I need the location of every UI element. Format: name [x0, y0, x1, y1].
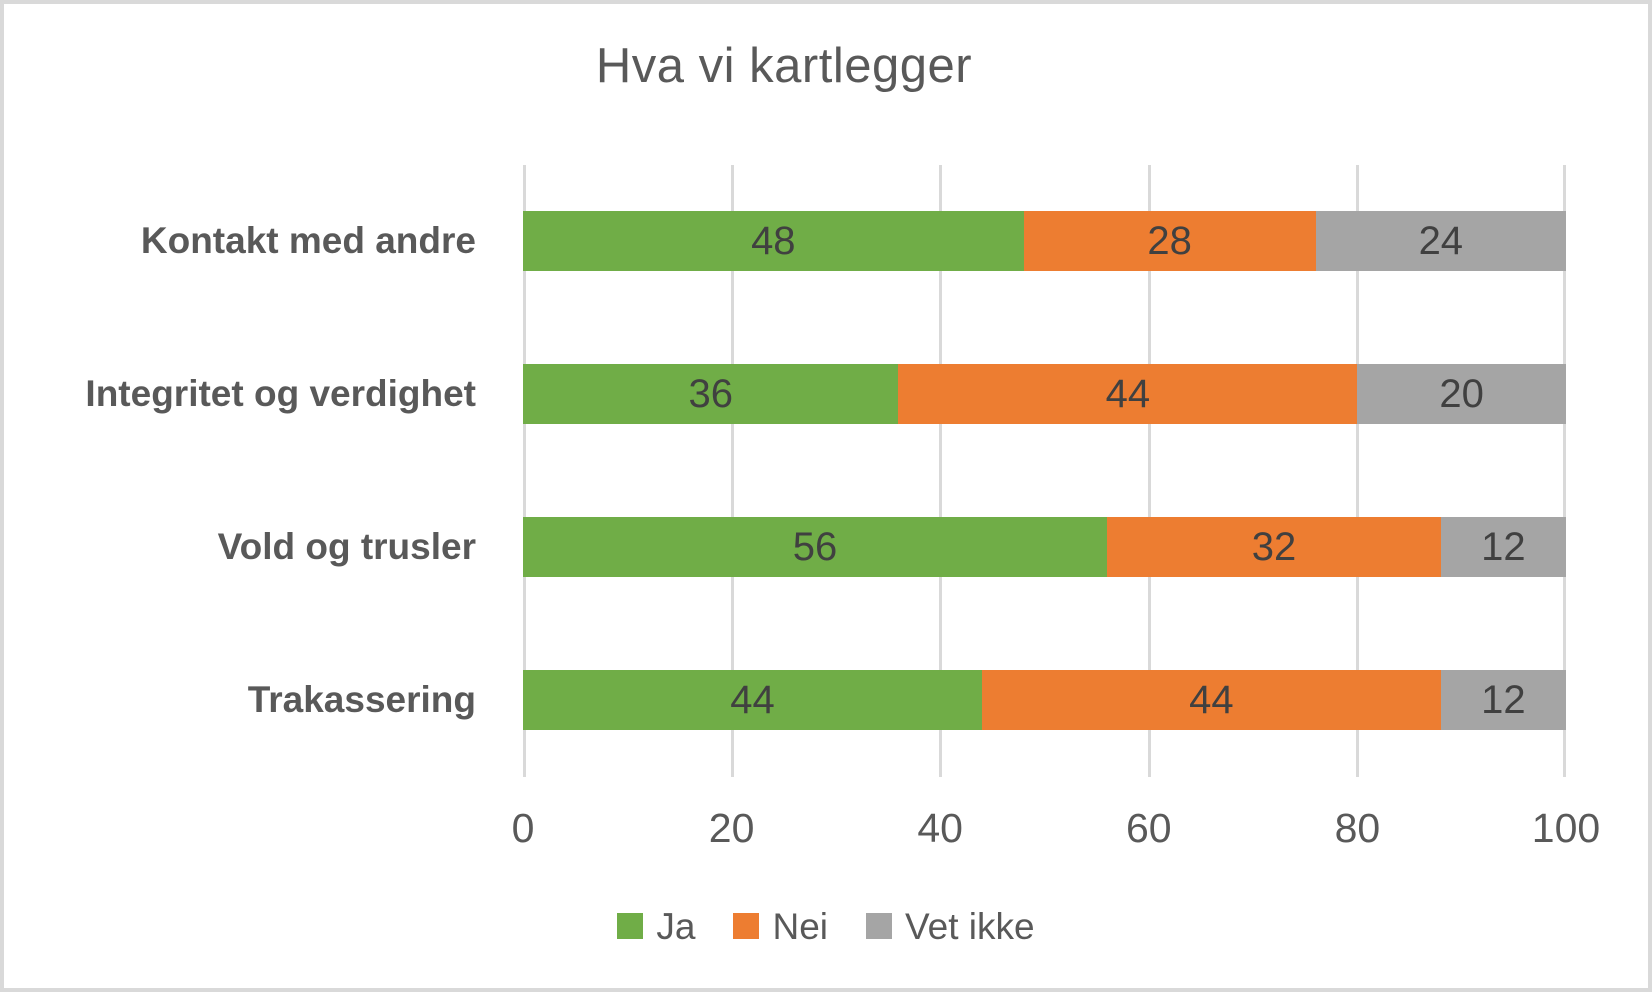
legend-item-ja: Ja	[617, 908, 695, 945]
legend-item-nei: Nei	[733, 908, 828, 945]
bar-segment-vet-ikke: 24	[1315, 211, 1566, 271]
legend-label: Nei	[772, 905, 829, 947]
bar-value-label: 20	[1439, 372, 1484, 416]
bar-segment-nei: 32	[1107, 517, 1441, 577]
bar-segment-vet-ikke: 12	[1440, 670, 1566, 730]
bar-segment-vet-ikke: 20	[1357, 364, 1566, 424]
bar-value-label: 56	[792, 525, 838, 569]
bar-segment-ja: 36	[523, 364, 899, 424]
x-tick-label: 80	[1334, 805, 1381, 851]
bar-row: 36 44 20	[523, 364, 1566, 424]
bar-segment-ja: 56	[523, 517, 1108, 577]
bar-row: 48 28 24	[523, 211, 1566, 271]
category-label: Trakassering	[247, 679, 476, 720]
x-tick-label: 60	[1125, 805, 1172, 851]
category-label: Vold og trusler	[217, 526, 476, 567]
bar-value-label: 32	[1251, 525, 1297, 569]
gridline	[1563, 165, 1566, 777]
legend-swatch-ja	[617, 913, 644, 939]
x-tick-label: 40	[917, 805, 963, 851]
legend-item-vet-ikke: Vet ikke	[866, 908, 1035, 945]
x-tick-label: 0	[511, 805, 535, 851]
chart-title: Hva vi kartlegger	[595, 39, 973, 93]
bar-value-label: 44	[1105, 372, 1151, 416]
bar-segment-ja: 48	[523, 211, 1024, 271]
legend-swatch-nei	[733, 913, 760, 939]
x-tick-label: 100	[1531, 805, 1601, 851]
legend-label: Ja	[656, 905, 696, 947]
x-axis: 0 20 40 60 80 100	[512, 805, 1601, 860]
bar-segment-nei: 44	[898, 364, 1358, 424]
bar-value-label: 36	[688, 372, 733, 416]
plot-area: 48 28 24 36 44 20 56	[523, 165, 1566, 777]
bar-value-label: 44	[730, 678, 775, 722]
bar-segment-nei: 28	[1023, 211, 1316, 271]
gridline	[730, 165, 734, 777]
gridline	[523, 165, 526, 777]
bar-value-label: 28	[1147, 219, 1192, 263]
gridline	[1147, 165, 1151, 777]
legend-label: Vet ikke	[905, 905, 1035, 947]
bar-value-label: 24	[1418, 219, 1464, 263]
bar-row: 56 32 12	[523, 517, 1566, 577]
category-label: Kontakt med andre	[140, 220, 476, 261]
gridlines	[523, 165, 1566, 777]
category-label: Integritet og verdighet	[85, 373, 476, 414]
bar-value-label: 48	[751, 219, 796, 263]
bar-value-label: 12	[1481, 678, 1526, 722]
gridline	[1356, 165, 1360, 777]
bar-value-label: 12	[1481, 525, 1526, 569]
bar-segment-nei: 44	[981, 670, 1441, 730]
gridline	[939, 165, 943, 777]
x-tick-label: 20	[708, 805, 755, 851]
legend: Ja Nei Vet ikke	[4, 902, 1648, 950]
bar-row: 44 44 12	[523, 670, 1566, 730]
bar-segment-vet-ikke: 12	[1440, 517, 1566, 577]
bar-value-label: 44	[1189, 678, 1234, 722]
bar-segment-ja: 44	[523, 670, 982, 730]
legend-swatch-vet-ikke	[866, 913, 893, 939]
